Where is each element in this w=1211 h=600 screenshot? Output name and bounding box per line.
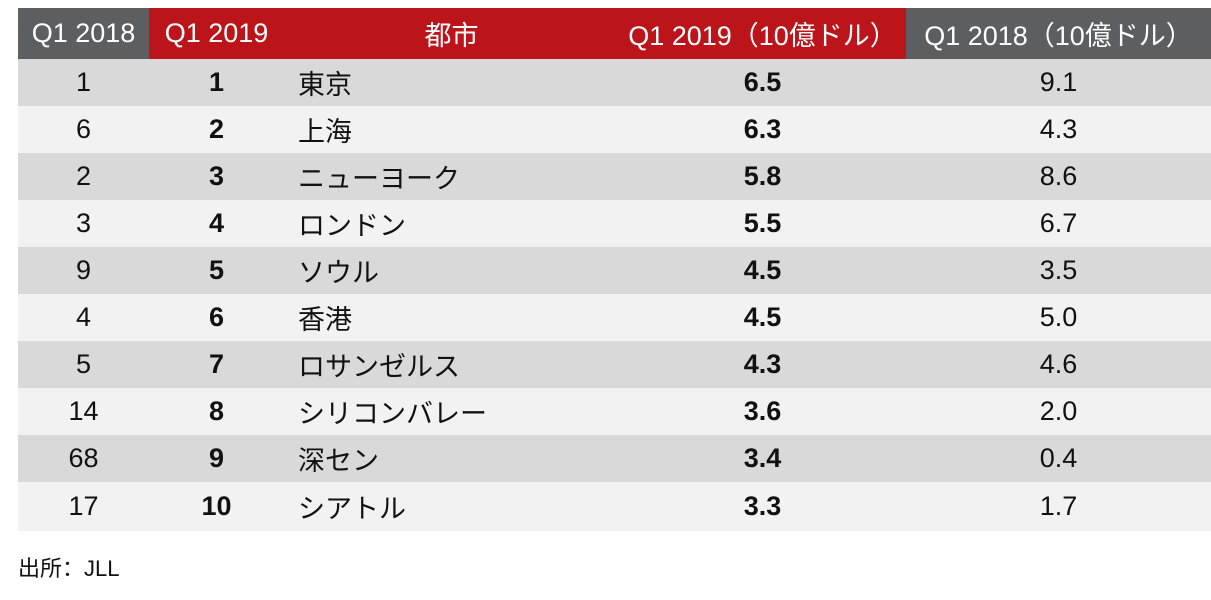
value-2018-cell: 4.3 — [1039, 114, 1078, 144]
table-header: Q1 2018 Q1 2019 都市 Q1 2019（10億ドル） Q1 201… — [18, 8, 1211, 59]
table-row: 17 10 シアトル 3.3 1.7 — [18, 482, 1211, 531]
table-row: 3 4 ロンドン 5.5 6.7 — [18, 200, 1211, 247]
table-row: 68 9 深セン 3.4 0.4 — [18, 435, 1211, 482]
city-cell: シリコンバレー — [298, 399, 487, 429]
table-row: 5 7 ロサンゼルス 4.3 4.6 — [18, 341, 1211, 388]
value-2019-cell: 6.3 — [743, 114, 782, 144]
city-cell: 東京 — [298, 70, 352, 100]
rank-2018-cell: 68 — [68, 443, 99, 473]
rank-2019-cell: 2 — [208, 114, 225, 144]
value-2019-cell: 6.5 — [743, 67, 782, 97]
value-2018-cell: 5.0 — [1039, 302, 1078, 332]
header-value-2019: Q1 2019（10億ドル） — [619, 8, 906, 59]
table-row: 1 1 東京 6.5 9.1 — [18, 59, 1211, 106]
value-2018-cell: 4.6 — [1039, 349, 1078, 379]
table-row: 2 3 ニューヨーク 5.8 8.6 — [18, 153, 1211, 200]
rank-2019-cell: 7 — [208, 349, 225, 379]
rank-2018-cell: 14 — [68, 396, 99, 426]
value-2018-cell: 2.0 — [1039, 396, 1078, 426]
rank-2019-cell: 6 — [208, 302, 225, 332]
header-q1-2019-rank: Q1 2019 — [149, 8, 284, 59]
value-2019-cell: 4.3 — [743, 349, 782, 379]
rank-2018-cell: 1 — [75, 67, 92, 97]
value-2019-cell: 3.3 — [743, 491, 782, 521]
city-cell: 上海 — [298, 117, 352, 147]
rank-2018-cell: 9 — [75, 255, 92, 285]
rank-2019-cell: 3 — [208, 161, 225, 191]
table-row: 9 5 ソウル 4.5 3.5 — [18, 247, 1211, 294]
header-value-2018: Q1 2018（10億ドル） — [906, 8, 1211, 59]
table-row: 6 2 上海 6.3 4.3 — [18, 106, 1211, 153]
value-2019-cell: 4.5 — [743, 255, 782, 285]
rank-2018-cell: 2 — [75, 161, 92, 191]
city-cell: シアトル — [298, 494, 406, 524]
rank-2019-cell: 1 — [208, 67, 225, 97]
city-cell: ソウル — [298, 258, 379, 288]
header-q1-2018-rank: Q1 2018 — [18, 8, 149, 59]
value-2019-cell: 4.5 — [743, 302, 782, 332]
value-2019-cell: 3.6 — [743, 396, 782, 426]
city-cell: ロサンゼルス — [298, 352, 460, 382]
rank-2019-cell: 8 — [208, 396, 225, 426]
city-cell: ロンドン — [298, 211, 406, 241]
value-2018-cell: 0.4 — [1039, 443, 1078, 473]
rank-2018-cell: 6 — [75, 114, 92, 144]
value-2018-cell: 1.7 — [1039, 491, 1078, 521]
rank-2018-cell: 5 — [75, 349, 92, 379]
value-2018-cell: 3.5 — [1039, 255, 1078, 285]
rank-2019-cell: 10 — [201, 491, 232, 521]
rank-2019-cell: 9 — [208, 443, 225, 473]
value-2018-cell: 6.7 — [1039, 208, 1078, 238]
rank-2018-cell: 17 — [68, 491, 99, 521]
table-body: 1 1 東京 6.5 9.1 6 2 上海 6.3 4.3 2 3 ニューヨーク 5.8 8.6 3 4 ロンドン… — [18, 59, 1211, 531]
rank-2018-cell: 3 — [75, 208, 92, 238]
rank-2019-cell: 5 — [208, 255, 225, 285]
value-2019-cell: 3.4 — [743, 443, 782, 473]
header-city: 都市 — [284, 8, 619, 59]
rank-2018-cell: 4 — [75, 302, 92, 332]
value-2019-cell: 5.5 — [743, 208, 782, 238]
city-cell: 香港 — [298, 305, 352, 335]
table-row: 14 8 シリコンバレー 3.6 2.0 — [18, 388, 1211, 435]
value-2018-cell: 8.6 — [1039, 161, 1078, 191]
city-cell: ニューヨーク — [298, 164, 460, 194]
city-cell: 深セン — [298, 446, 379, 476]
value-2018-cell: 9.1 — [1039, 67, 1078, 97]
rank-2019-cell: 4 — [208, 208, 225, 238]
ranking-table: Q1 2018 Q1 2019 都市 Q1 2019（10億ドル） Q1 201… — [18, 8, 1211, 531]
value-2019-cell: 5.8 — [743, 161, 782, 191]
table-row: 4 6 香港 4.5 5.0 — [18, 294, 1211, 341]
source-note: 出所：JLL — [18, 556, 120, 581]
